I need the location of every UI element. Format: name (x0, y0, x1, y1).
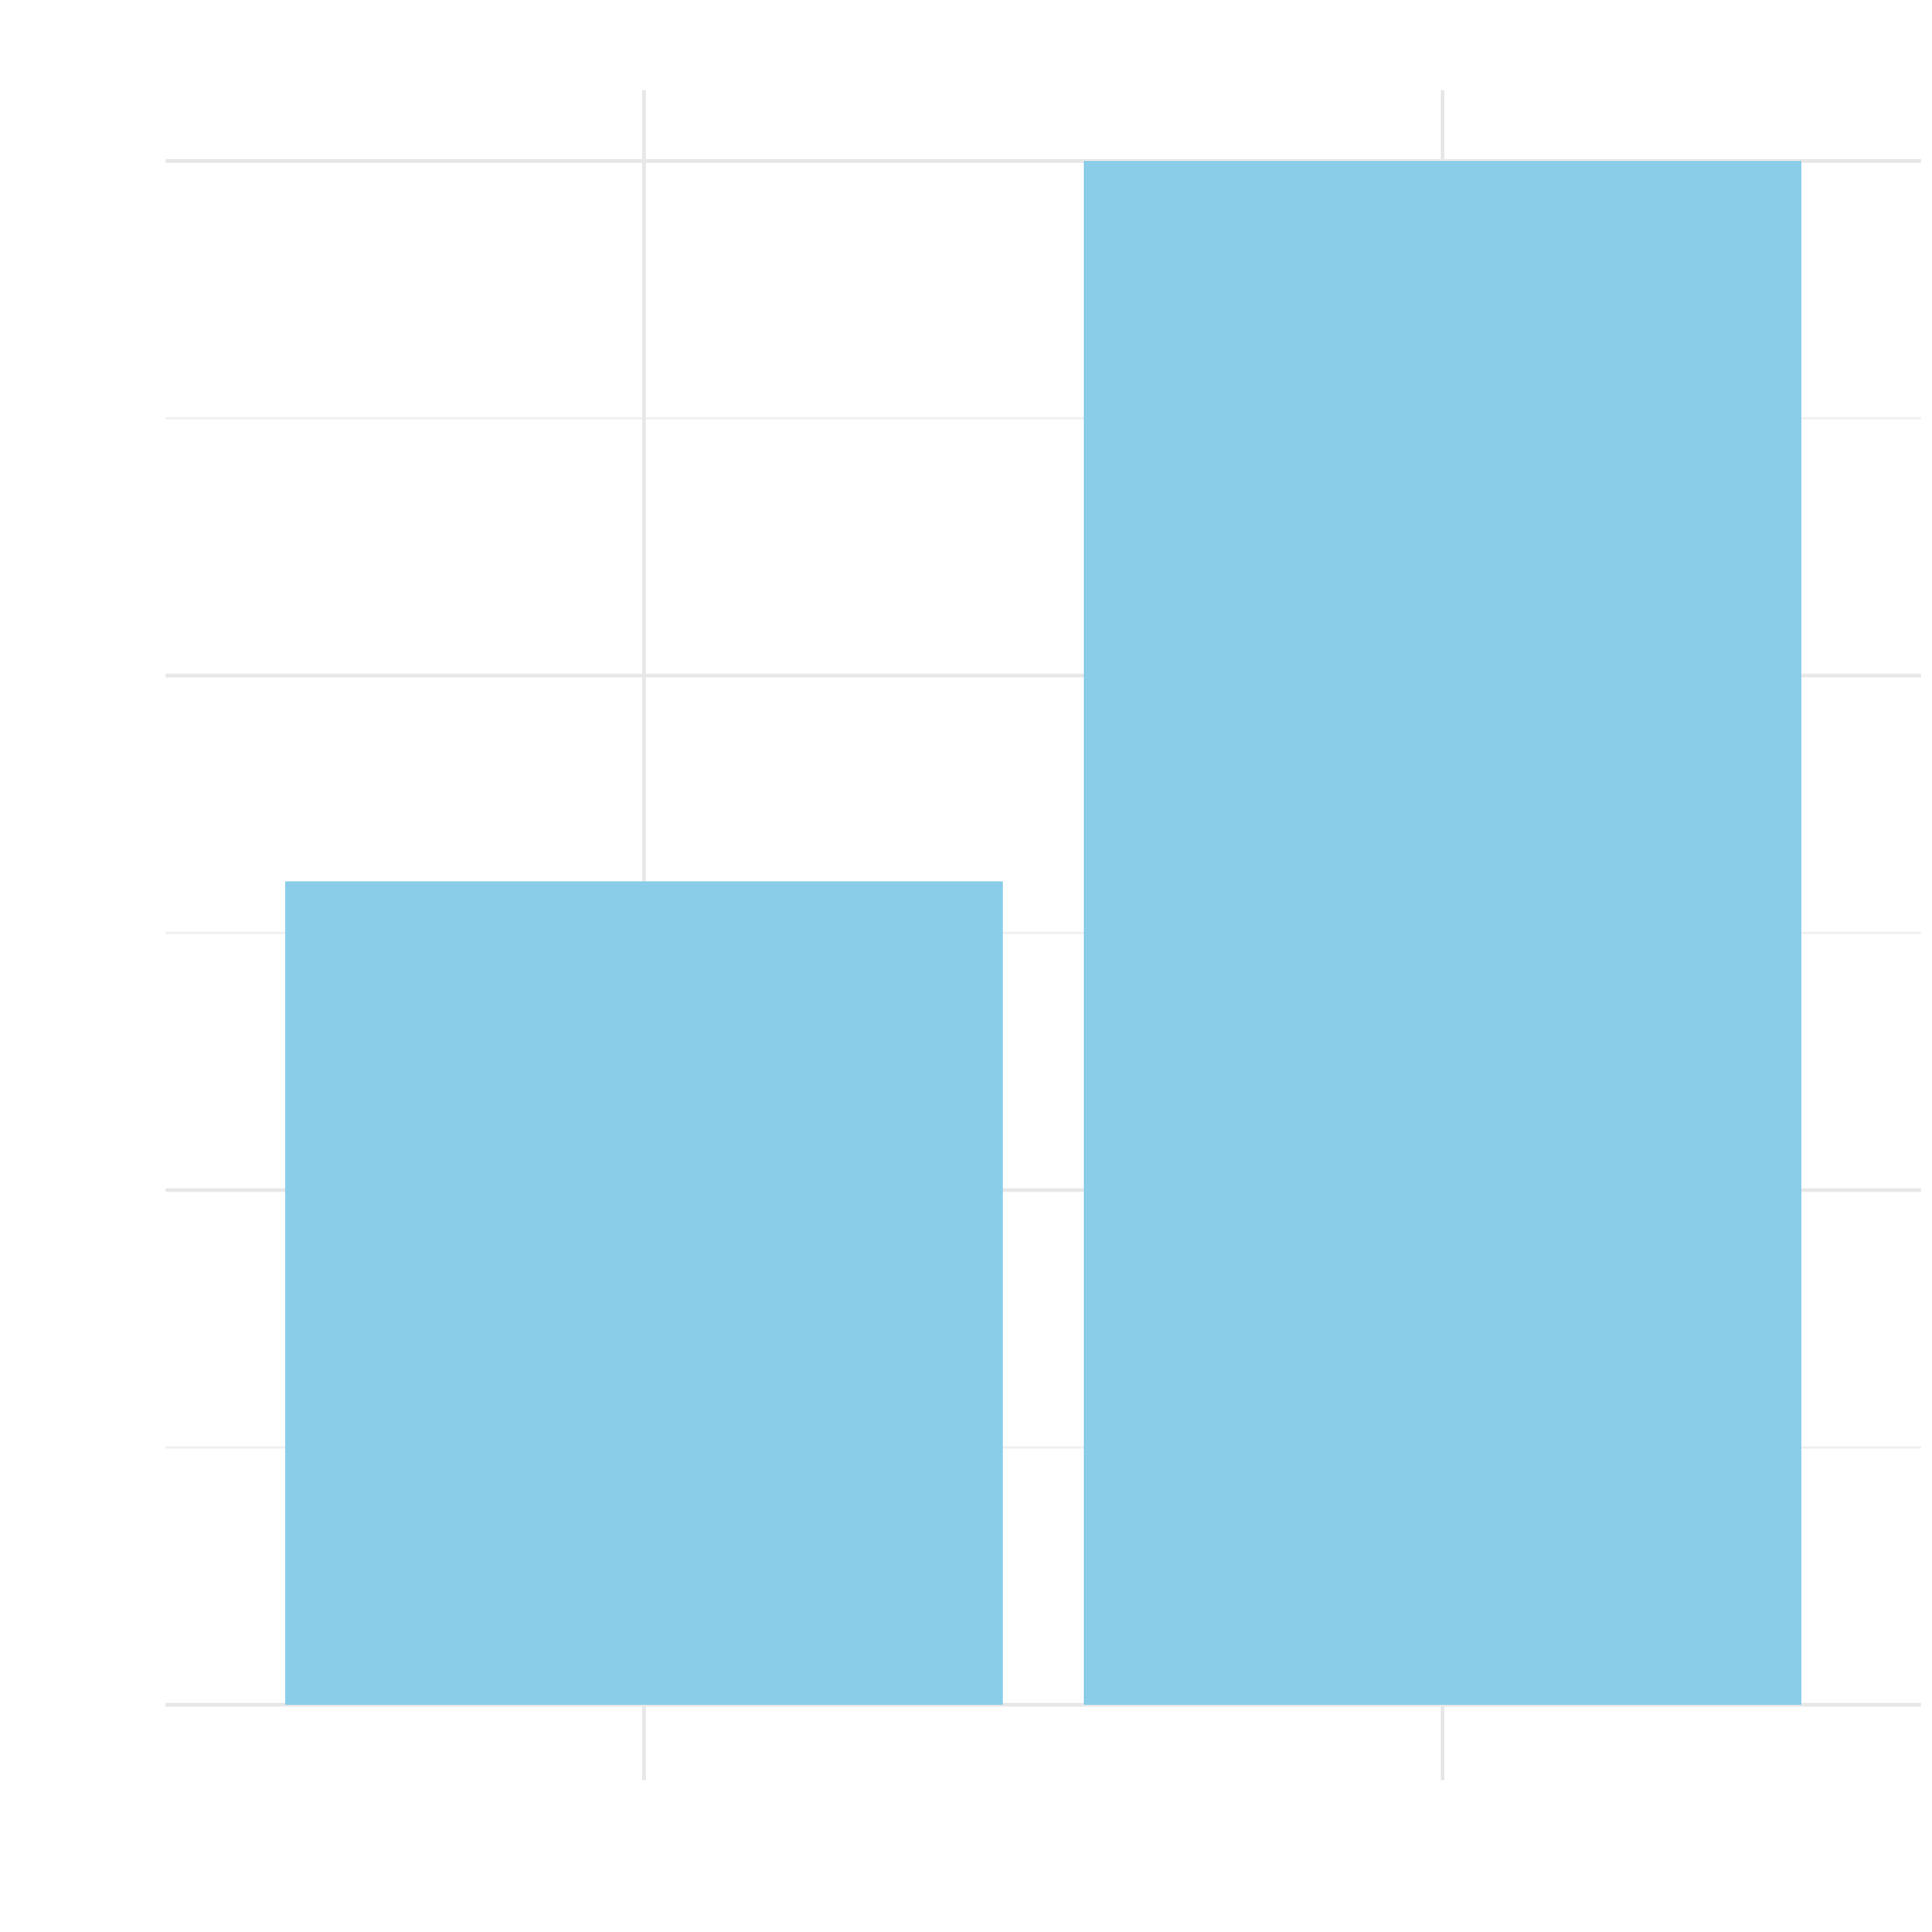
bar-1 (285, 881, 1003, 1705)
bar-2 (1084, 161, 1801, 1705)
bar-layer (285, 161, 1801, 1705)
